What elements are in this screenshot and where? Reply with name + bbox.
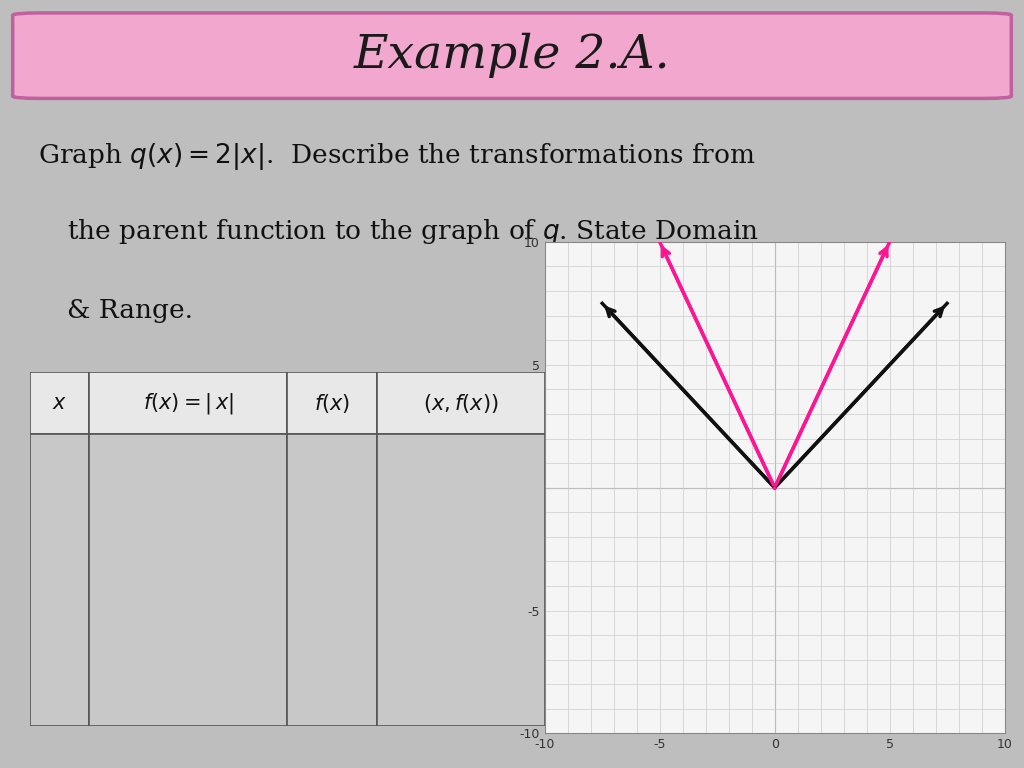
Bar: [89, 435, 287, 726]
Bar: [378, 372, 545, 435]
Bar: [287, 372, 378, 435]
Text: & Range.: & Range.: [68, 298, 194, 323]
Bar: [30, 435, 89, 726]
Text: Example 2.A.: Example 2.A.: [353, 33, 671, 78]
Text: $x$: $x$: [52, 394, 67, 413]
Bar: [378, 435, 545, 726]
Bar: [30, 372, 89, 435]
FancyBboxPatch shape: [12, 13, 1012, 98]
Text: Graph $q(x) = 2|x|$.  Describe the transformations from: Graph $q(x) = 2|x|$. Describe the transf…: [38, 141, 756, 172]
Text: $f(x) =|\, x|$: $f(x) =|\, x|$: [142, 391, 233, 416]
Bar: [89, 372, 287, 435]
Bar: [287, 435, 378, 726]
Text: the parent function to the graph of $q$. State Domain: the parent function to the graph of $q$.…: [68, 217, 759, 247]
Text: $f(x)$: $f(x)$: [314, 392, 350, 415]
Text: $(x, f(x))$: $(x, f(x))$: [423, 392, 499, 415]
